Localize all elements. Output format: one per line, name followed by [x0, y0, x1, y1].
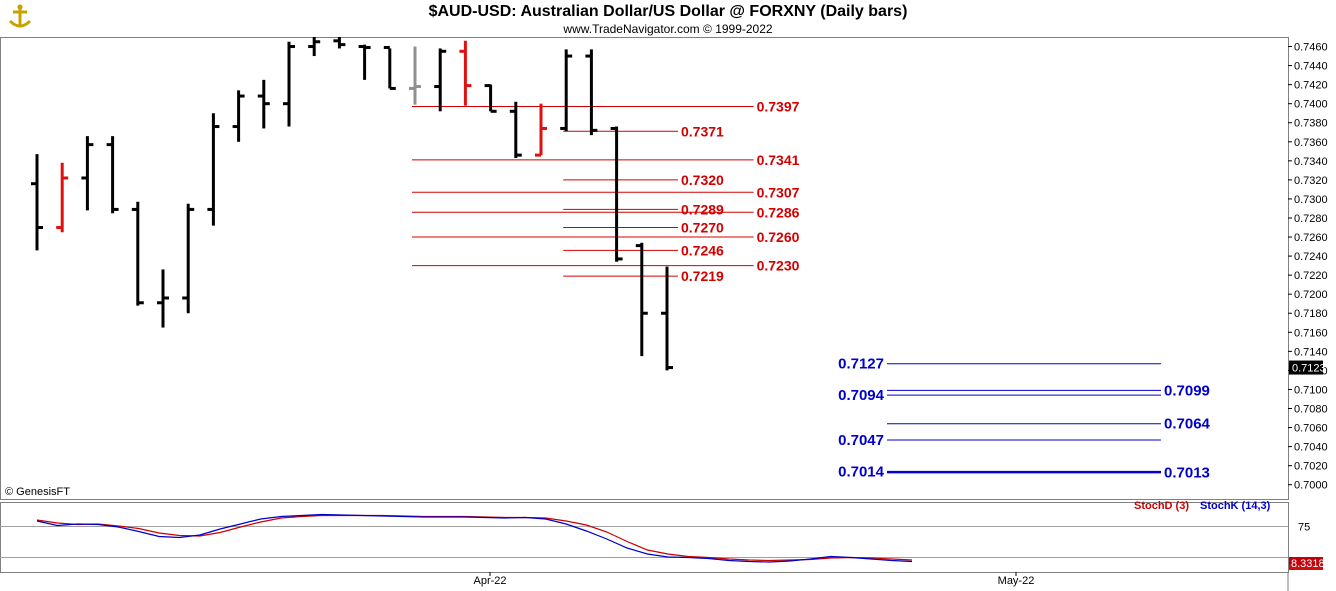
y-tick-label: 0.7300	[1294, 194, 1328, 206]
chart-subtitle: www.TradeNavigator.com © 1999-2022	[563, 22, 773, 36]
ohlc-bar	[81, 136, 94, 211]
resistance-label: 0.7341	[757, 152, 800, 168]
support-label: 0.7064	[1164, 416, 1211, 433]
last-price-box	[1289, 360, 1323, 375]
ohlc-bars	[31, 37, 673, 371]
trade-navigator-logo-icon	[8, 4, 32, 28]
x-tick-label: Apr-22	[473, 575, 506, 587]
last-price-label: 0.7123	[1292, 363, 1326, 375]
ohlc-bar	[283, 41, 295, 127]
ohlc-bar	[333, 37, 346, 49]
stoch-panel-frame	[0, 502, 1289, 573]
y-tick-label: 0.7280	[1294, 213, 1328, 225]
date-axis: Apr-22 May-22	[473, 572, 1034, 587]
stoch-k-legend: StochK (14,3)	[1200, 500, 1271, 512]
price-levels: 0.7397 0.7371 0.7341 0.7320 0.7307 0.7289 0.72…	[412, 99, 1211, 481]
ohlc-bar	[509, 101, 522, 158]
chart-title: $AUD-USD: Australian Dollar/US Dollar @ …	[428, 3, 908, 20]
ohlc-bar	[207, 113, 220, 226]
y-tick-label: 0.7340	[1294, 156, 1328, 168]
stoch-k-line	[36, 513, 913, 563]
ohlc-bar	[383, 45, 396, 90]
ohlc-bar	[257, 79, 270, 129]
stoch-last-value-box	[1289, 557, 1323, 570]
resistance-label: 0.7371	[681, 123, 724, 139]
y-tick-label: 0.7160	[1294, 327, 1328, 339]
resistance-label: 0.7307	[757, 184, 800, 200]
y-tick-label: 0.7180	[1294, 308, 1328, 320]
ohlc-bar	[157, 269, 169, 328]
ohlc-bar	[358, 44, 371, 80]
stoch-last-value-label: 8.3318	[1291, 558, 1325, 570]
support-label: 0.7047	[838, 432, 884, 449]
y-tick-label: 0.7460	[1294, 42, 1328, 54]
ohlc-bar	[635, 242, 648, 357]
y-tick-label: 0.7420	[1294, 80, 1328, 92]
resistance-label: 0.7286	[757, 204, 800, 220]
ohlc-bar	[56, 162, 69, 233]
y-tick-label: 0.7320	[1294, 175, 1328, 187]
y-tick-label: 0.7140	[1294, 346, 1328, 358]
ohlc-bar	[484, 84, 497, 113]
y-tick-label: 0.7380	[1294, 118, 1328, 130]
resistance-label: 0.7246	[681, 242, 724, 258]
ohlc-bar	[459, 40, 472, 106]
resistance-label: 0.7219	[681, 268, 724, 284]
ohlc-bar	[131, 201, 144, 306]
support-label: 0.7099	[1164, 382, 1210, 399]
ohlc-bar	[535, 103, 547, 157]
y-tick-label: 0.7000	[1294, 480, 1328, 492]
y-tick-label: 0.7220	[1294, 270, 1328, 282]
ohlc-bar	[560, 49, 573, 132]
price-axis: 0.7460 0.7440 0.7420 0.7400 0.7380 0.7360 0.73…	[1288, 42, 1328, 492]
resistance-label: 0.7230	[757, 258, 800, 274]
resistance-label: 0.7289	[681, 201, 724, 217]
ohlc-bar	[409, 46, 421, 105]
ohlc-bar	[308, 37, 321, 57]
y-tick-label: 0.7040	[1294, 442, 1328, 454]
y-tick-label: 0.7100	[1294, 384, 1328, 396]
ohlc-bar	[434, 48, 447, 112]
resistance-label: 0.7270	[681, 220, 724, 236]
x-tick-label: May-22	[998, 575, 1035, 587]
ohlc-bar	[31, 154, 43, 251]
resistance-label: 0.7320	[681, 172, 724, 188]
support-label: 0.7014	[838, 463, 885, 480]
y-tick-label: 0.7260	[1294, 232, 1328, 244]
y-tick-label: 0.7240	[1294, 251, 1328, 263]
resistance-label: 0.7260	[757, 229, 800, 245]
y-tick-label: 0.7080	[1294, 404, 1328, 416]
y-tick-label: 0.7400	[1294, 99, 1328, 111]
ohlc-bar	[106, 136, 119, 214]
ohlc-bar	[661, 266, 673, 371]
y-tick-label: 0.7200	[1294, 289, 1328, 301]
support-label: 0.7127	[838, 356, 884, 373]
y-tick-label: 0.7360	[1294, 137, 1328, 149]
genesis-credit: © GenesisFT	[5, 486, 70, 498]
support-label: 0.7013	[1164, 464, 1210, 481]
stoch-d-legend: StochD (3)	[1134, 500, 1189, 512]
resistance-label: 0.7397	[757, 99, 800, 115]
support-label: 0.7094	[838, 387, 885, 404]
ohlc-bar	[232, 90, 245, 142]
ohlc-bar	[182, 203, 195, 314]
y-tick-label: 0.7020	[1294, 461, 1328, 473]
y-tick-label: 0.7440	[1294, 61, 1328, 73]
stoch-tick-label: 75	[1298, 522, 1310, 534]
chart-frames	[0, 37, 1289, 591]
y-tick-label: 0.7060	[1294, 423, 1328, 435]
price-panel-frame	[0, 37, 1289, 500]
ohlc-bar	[585, 49, 598, 136]
ohlc-bar	[610, 126, 623, 262]
stochastic-panel: 75 StochD (3) StochK (14,3) 8.3318	[0, 500, 1325, 570]
